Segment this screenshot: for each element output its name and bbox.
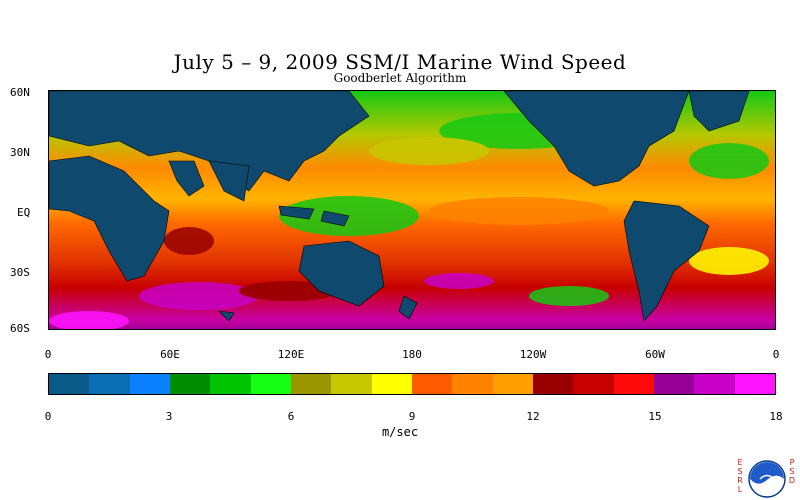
lon-label-120w: 120W bbox=[519, 348, 547, 361]
australia bbox=[298, 240, 385, 307]
colorbar-swatch bbox=[532, 374, 574, 394]
indonesia bbox=[278, 205, 315, 220]
colorbar-units: m/sec bbox=[381, 425, 419, 439]
colorbar-swatch bbox=[49, 374, 90, 394]
map-subtitle: Goodberlet Algorithm bbox=[333, 71, 467, 85]
colorbar-swatch bbox=[89, 374, 130, 394]
africa bbox=[49, 155, 170, 282]
colorbar-tick-15: 15 bbox=[648, 410, 662, 423]
colorbar-swatch bbox=[210, 374, 251, 394]
colorbar-swatch bbox=[613, 374, 654, 394]
lat-label-eq: EQ bbox=[17, 206, 31, 219]
south-asia bbox=[208, 160, 250, 202]
lat-label-30s: 30S bbox=[10, 266, 30, 279]
colorbar bbox=[48, 373, 776, 395]
colorbar-tick-9: 9 bbox=[408, 410, 416, 423]
colorbar-swatch bbox=[492, 374, 533, 394]
colorbar-tick-12: 12 bbox=[526, 410, 540, 423]
new-zealand bbox=[398, 295, 418, 320]
lon-label-120e: 120E bbox=[277, 348, 305, 361]
colorbar-tick-0: 0 bbox=[44, 410, 52, 423]
colorbar-swatch bbox=[694, 374, 735, 394]
lat-label-60s: 60S bbox=[10, 322, 30, 335]
colorbar-swatch bbox=[734, 374, 775, 394]
colorbar-tick-18: 18 bbox=[769, 410, 783, 423]
lat-label-30n: 30N bbox=[10, 146, 30, 159]
south-america bbox=[623, 200, 710, 322]
colorbar-swatch bbox=[452, 374, 493, 394]
lat-label-60n: 60N bbox=[10, 86, 30, 99]
lon-label-180: 180 bbox=[402, 348, 422, 361]
map-title: July 5 – 9, 2009 SSM/I Marine Wind Speed bbox=[173, 50, 627, 74]
eurasia bbox=[49, 91, 370, 192]
lon-label-0-left: 0 bbox=[44, 348, 52, 361]
colorbar-swatch bbox=[371, 374, 412, 394]
colorbar-tick-6: 6 bbox=[287, 410, 295, 423]
india bbox=[168, 160, 205, 197]
colorbar-swatch bbox=[290, 374, 332, 394]
colorbar-swatch bbox=[250, 374, 291, 394]
colorbar-swatch bbox=[129, 374, 170, 394]
colorbar-swatch bbox=[573, 374, 614, 394]
colorbar-swatch bbox=[653, 374, 695, 394]
colorbar-swatch bbox=[411, 374, 453, 394]
wind-patches bbox=[49, 113, 769, 329]
greenland bbox=[688, 91, 750, 132]
lon-label-60e: 60E bbox=[160, 348, 180, 361]
lon-label-0-right: 0 bbox=[772, 348, 780, 361]
colorbar-swatch bbox=[331, 374, 372, 394]
wind-speed-map bbox=[48, 90, 776, 330]
colorbar-tick-3: 3 bbox=[165, 410, 173, 423]
lon-label-60w: 60W bbox=[645, 348, 665, 361]
colorbar-swatch bbox=[169, 374, 211, 394]
land bbox=[49, 91, 750, 322]
north-america bbox=[503, 91, 690, 187]
